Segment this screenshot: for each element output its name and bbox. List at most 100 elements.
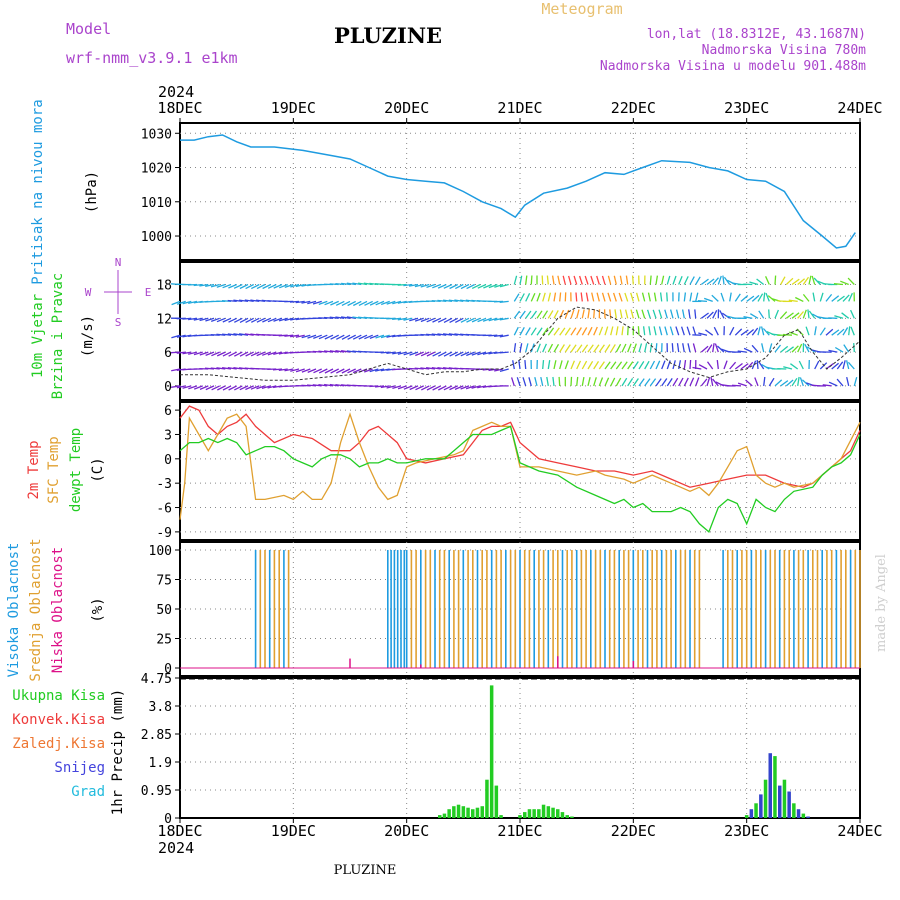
wind-arrow <box>853 343 855 353</box>
precip-bar <box>523 812 527 818</box>
wind-arrow <box>403 351 413 356</box>
wind-arrow <box>488 317 498 322</box>
wind-arrow <box>675 309 680 319</box>
wind-arrow <box>683 377 689 387</box>
precip-bar <box>778 785 782 818</box>
legend-entry: Ukupna Kisa <box>12 688 105 704</box>
wind-arrow <box>312 350 322 353</box>
wind-arrow <box>499 368 509 373</box>
wind-arrow <box>301 334 311 339</box>
wind-arrow <box>664 326 668 336</box>
wind-arrow <box>432 385 441 391</box>
wind-arrow <box>358 300 368 306</box>
y-tick-label: 6 <box>164 404 172 419</box>
precip-bar <box>546 806 551 818</box>
wind-arrow <box>443 367 453 370</box>
wind-arrow <box>716 360 719 370</box>
wind-arrow <box>499 317 509 321</box>
wind-arrow <box>547 359 551 370</box>
wind-arrow <box>421 385 430 391</box>
wind-arrow <box>499 300 509 303</box>
wind-arrow <box>700 345 709 353</box>
wind-arrow <box>692 326 697 336</box>
wind-arrow <box>483 283 492 289</box>
precip-bar <box>560 812 565 818</box>
wind-arrow <box>576 309 580 319</box>
wind-arrow <box>688 309 691 319</box>
wind-arrow <box>706 278 715 286</box>
wind-arrow <box>802 293 810 302</box>
wind-arrow <box>415 351 424 357</box>
series-wind_speed <box>180 306 861 381</box>
y-tick-label: -9 <box>156 526 172 541</box>
compass-n: N <box>115 256 122 269</box>
precip-bar <box>471 809 475 818</box>
wind-arrow <box>369 300 379 306</box>
wind-arrow <box>797 376 800 387</box>
wind-arrow <box>525 293 531 302</box>
wind-arrow <box>278 317 288 322</box>
wind-arrow <box>313 368 322 374</box>
wind-arrow <box>729 361 737 370</box>
wind-arrow <box>697 300 708 303</box>
wind-arrow <box>525 343 529 353</box>
wind-arrow <box>711 294 719 302</box>
wind-arrow <box>182 351 192 355</box>
wind-arrow <box>587 377 591 387</box>
wind-arrow <box>621 326 624 336</box>
wind-arrow <box>749 281 759 286</box>
wind-arrow <box>553 292 557 302</box>
wind-arrow <box>850 326 855 336</box>
precip-bar <box>773 756 777 818</box>
wind-arrow <box>182 317 192 320</box>
wind-arrow <box>644 343 648 353</box>
wind-arrow <box>477 283 487 289</box>
wind-arrow <box>244 299 254 303</box>
wind-arrow <box>695 276 701 285</box>
wind-arrow <box>714 343 719 353</box>
precip-bar <box>570 816 574 818</box>
wind-arrow <box>791 377 798 387</box>
x-tick-label-bottom: 23DEC <box>724 822 769 840</box>
wind-arrow <box>222 351 232 357</box>
wind-arrow <box>678 360 682 370</box>
wind-arrow <box>675 326 680 336</box>
wind-arrow <box>822 384 832 387</box>
wind-arrow <box>712 378 719 387</box>
wind-arrow <box>329 316 339 319</box>
wind-arrow <box>455 283 464 290</box>
wind-arrow <box>256 283 266 290</box>
wind-arrow <box>512 360 515 370</box>
wind-arrow <box>347 334 356 340</box>
wind-arrow <box>245 283 254 290</box>
wind-arrow <box>482 351 492 355</box>
wind-arrow <box>768 377 775 387</box>
wind-arrow <box>833 283 844 286</box>
wind-arrow <box>455 317 464 323</box>
wind-arrow <box>420 351 430 357</box>
wind-arrow <box>666 378 673 387</box>
ylabel-low-cloud: Niska Oblacnost <box>50 547 66 673</box>
wind-arrow <box>341 282 351 286</box>
wind-arrow <box>392 300 402 305</box>
wind-arrow <box>782 333 793 336</box>
wind-arrow <box>749 313 759 319</box>
ylabel-pressure: Pritisak na nivou mora <box>30 99 46 284</box>
wind-arrow <box>619 309 623 319</box>
wind-arrow <box>797 311 804 319</box>
wind-arrow <box>187 283 198 286</box>
wind-arrow <box>797 343 803 353</box>
wind-arrow <box>757 326 761 336</box>
wind-arrow <box>267 317 277 323</box>
precip-bar <box>787 791 791 818</box>
wind-arrow <box>216 317 226 323</box>
wind-arrow <box>347 300 356 307</box>
wind-arrow <box>336 368 345 374</box>
wind-arrow <box>380 334 390 339</box>
wind-arrow <box>627 378 634 387</box>
wind-arrow <box>559 292 562 302</box>
wind-arrow <box>712 310 718 319</box>
wind-arrow <box>437 366 447 370</box>
wind-arrow <box>375 334 385 339</box>
wind-arrow <box>798 360 804 370</box>
